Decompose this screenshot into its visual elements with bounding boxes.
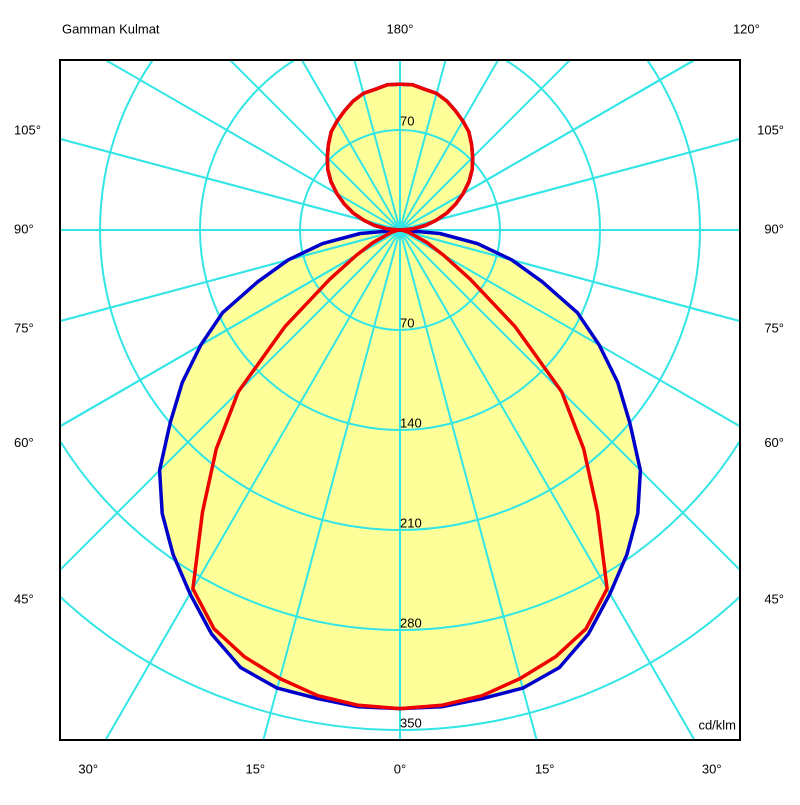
angle-label: 90° xyxy=(764,221,784,236)
angle-label: 45° xyxy=(764,591,784,606)
r-tick-label: 210 xyxy=(400,515,422,530)
angle-label: 105° xyxy=(757,122,784,137)
chart-title: Gamman Kulmat xyxy=(62,21,160,36)
angle-label: 60° xyxy=(14,435,34,450)
angle-label: 45° xyxy=(14,591,34,606)
unit-label: cd/klm xyxy=(698,717,736,732)
angle-label: 90° xyxy=(14,221,34,236)
angle-label: 75° xyxy=(14,321,34,336)
curve xyxy=(191,82,402,711)
angle-label: 105° xyxy=(14,122,41,137)
frame xyxy=(59,59,741,741)
grid-spoke xyxy=(262,60,447,740)
r-tick-label: 70 xyxy=(400,315,414,330)
grid-spoke xyxy=(228,60,740,572)
grid-spoke xyxy=(60,60,572,572)
angle-label: 0° xyxy=(394,761,406,776)
r-tick-label: 350 xyxy=(400,715,422,730)
angle-label: 30° xyxy=(78,761,98,776)
r-tick-label: 70 xyxy=(400,113,414,128)
r-tick-label: 140 xyxy=(400,415,422,430)
grid-spoke xyxy=(353,60,538,740)
angle-label: 120° xyxy=(733,21,760,36)
angle-label: 180° xyxy=(387,21,414,36)
labels: 30° 15° 0° 15° 30° 45° 60° 75° 90° 105° 45° 60° 75° 9… xyxy=(14,21,784,776)
angle-label: 15° xyxy=(535,761,555,776)
grid-spoke xyxy=(300,60,696,740)
grid-spoke xyxy=(104,60,500,740)
angle-label: 15° xyxy=(245,761,265,776)
angle-label: 75° xyxy=(764,321,784,336)
angle-label: 30° xyxy=(702,761,722,776)
angle-label: 60° xyxy=(764,435,784,450)
r-tick-label: 280 xyxy=(400,615,422,630)
